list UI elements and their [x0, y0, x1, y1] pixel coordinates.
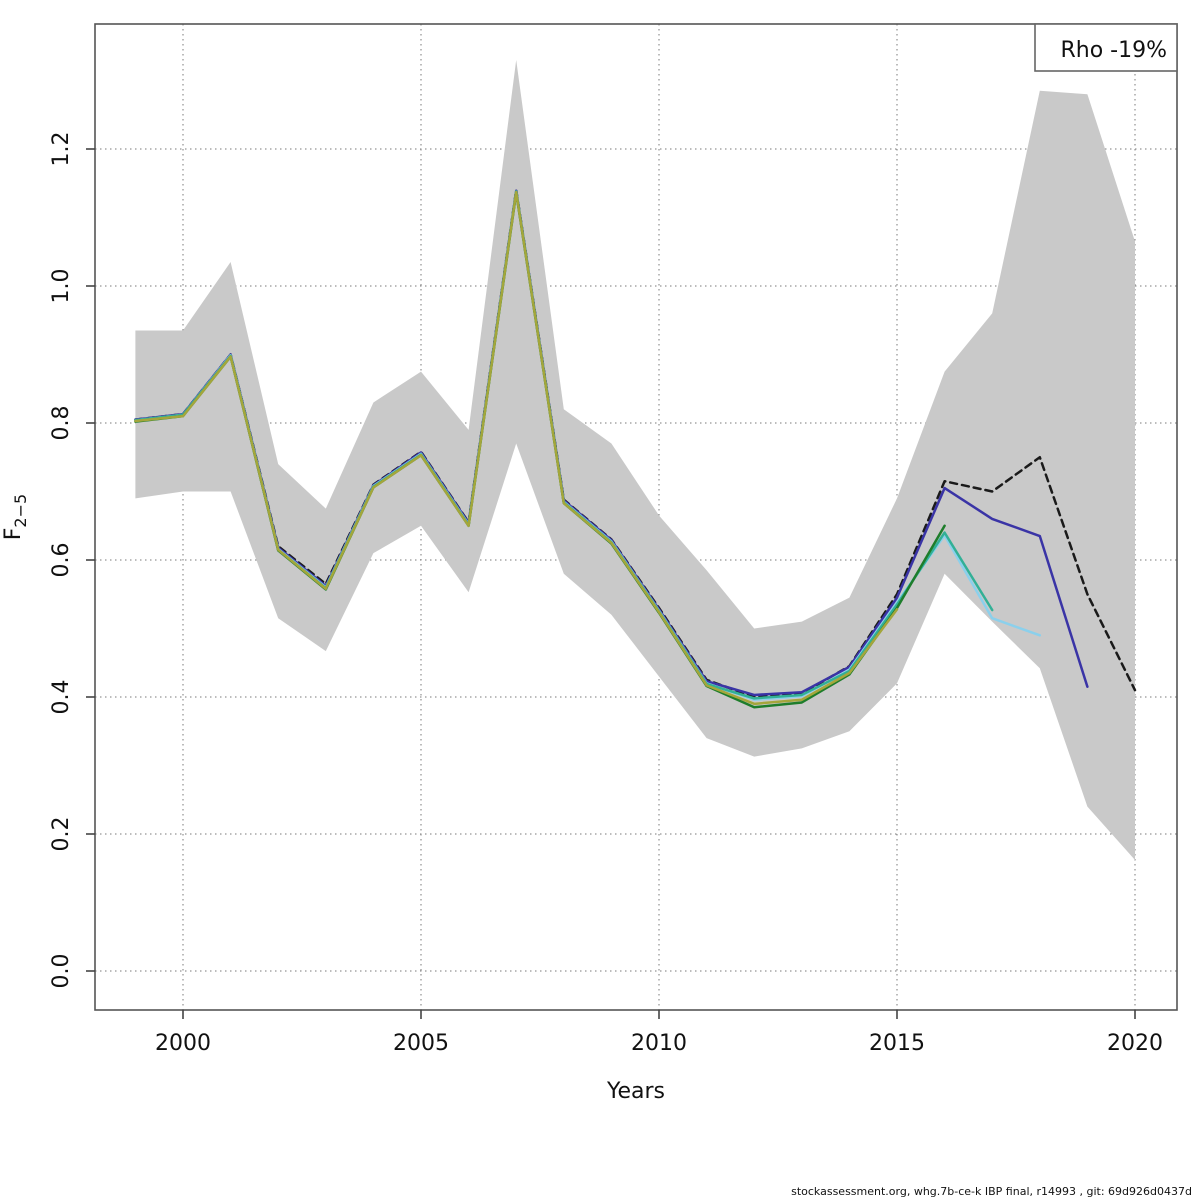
y-axis-title-subscript: 2−5	[11, 494, 30, 528]
legend-rho-label: Rho -19%	[1060, 38, 1167, 63]
y-axis-title-main: F	[1, 528, 26, 541]
x-axis-title: Years	[606, 1079, 665, 1104]
x-tick-label: 2000	[155, 1031, 211, 1056]
confidence-band-polygon	[135, 59, 1135, 861]
x-tick-label: 2015	[869, 1031, 925, 1056]
y-tick-label: 0.0	[49, 954, 74, 989]
x-tick-label: 2020	[1107, 1031, 1163, 1056]
y-tick-label: 0.2	[49, 817, 74, 852]
y-tick-label: 1.2	[49, 132, 74, 167]
y-axis: 0.0 0.2 0.4 0.6 0.8 1.0 1.2	[49, 132, 95, 989]
y-axis-title: F2−5	[1, 494, 30, 540]
footer-caption: stockassessment.org, whg.7b-ce-k IBP fin…	[791, 1185, 1192, 1198]
y-tick-label: 0.8	[49, 406, 74, 441]
legend: Rho -19%	[1034, 23, 1178, 72]
y-tick-label: 1.0	[49, 269, 74, 304]
series-line-retro-peel-2015	[134, 190, 899, 706]
series-lines	[134, 188, 1137, 709]
y-tick-label: 0.4	[49, 680, 74, 715]
x-axis: 2000 2005 2010 2015 2020	[155, 1010, 1163, 1056]
plot-border	[94, 23, 1178, 1011]
x-tick-label: 2010	[631, 1031, 687, 1056]
legend-box	[1034, 23, 1178, 72]
confidence-band	[135, 59, 1135, 861]
x-tick-label: 2005	[393, 1031, 449, 1056]
y-tick-label: 0.6	[49, 543, 74, 578]
